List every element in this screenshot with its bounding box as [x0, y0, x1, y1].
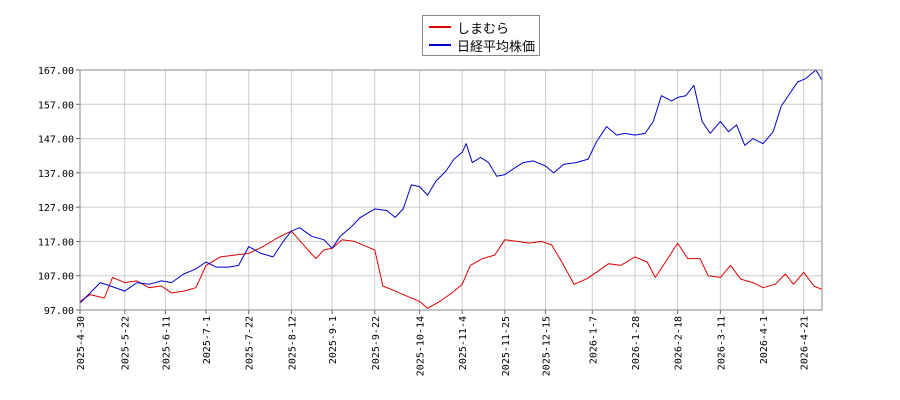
y-tick-label: 127.00: [38, 203, 74, 214]
x-tick-label: 2025-7-22: [245, 316, 256, 370]
x-tick-label: 2025-11-25: [501, 316, 512, 376]
y-tick-label: 97.00: [44, 306, 74, 317]
x-tick-label: 2026-4-1: [759, 316, 770, 364]
x-tick-label: 2025-12-15: [542, 316, 553, 376]
legend-swatch-blue: [429, 44, 451, 46]
series-line-shimamura: [79, 230, 823, 309]
y-tick-label: 137.00: [38, 169, 74, 180]
x-axis: 2025-4-30 2025-5-22 2025-6-11 2025-7-1 2025-…: [76, 310, 811, 376]
y-tick-label: 147.00: [38, 135, 74, 146]
x-tick-label: 2025-5-22: [121, 316, 132, 370]
series-lines: [79, 69, 823, 309]
legend-item-nikkei: 日経平均株価: [429, 36, 536, 55]
y-tick-label: 167.00: [38, 66, 74, 77]
legend-swatch-red: [429, 26, 451, 28]
x-tick-label: 2026-3-11: [716, 316, 727, 370]
grid: [79, 69, 822, 311]
x-tick-label: 2025-9-22: [371, 316, 382, 370]
y-tick-label: 157.00: [38, 100, 74, 111]
x-tick-label: 2025-8-12: [287, 316, 298, 370]
x-tick-label: 2025-9-1: [328, 316, 339, 364]
x-tick-label: 2025-4-30: [76, 316, 87, 370]
legend: しまむら 日経平均株価: [422, 15, 540, 56]
y-axis: 97.00 107.00 117.00 127.00 137.00 147.00 157.0…: [38, 66, 80, 317]
legend-label-nikkei: 日経平均株価: [457, 39, 536, 55]
x-tick-label: 2026-1-28: [631, 316, 642, 370]
y-tick-label: 107.00: [38, 272, 74, 283]
x-tick-label: 2025-11-4: [458, 316, 469, 370]
x-tick-label: 2026-4-21: [800, 316, 811, 370]
legend-item-shimamura: しまむら: [429, 18, 510, 37]
plot-frame: [79, 69, 823, 311]
series-line-nikkei: [79, 69, 823, 304]
x-tick-label: 2026-1-7: [588, 316, 599, 364]
x-tick-label: 2026-2-18: [674, 316, 685, 370]
x-tick-label: 2025-6-11: [161, 316, 172, 370]
legend-label-shimamura: しまむら: [457, 21, 510, 37]
y-tick-label: 117.00: [38, 237, 74, 248]
x-tick-label: 2025-10-14: [415, 316, 426, 376]
x-tick-label: 2025-7-1: [202, 316, 213, 364]
